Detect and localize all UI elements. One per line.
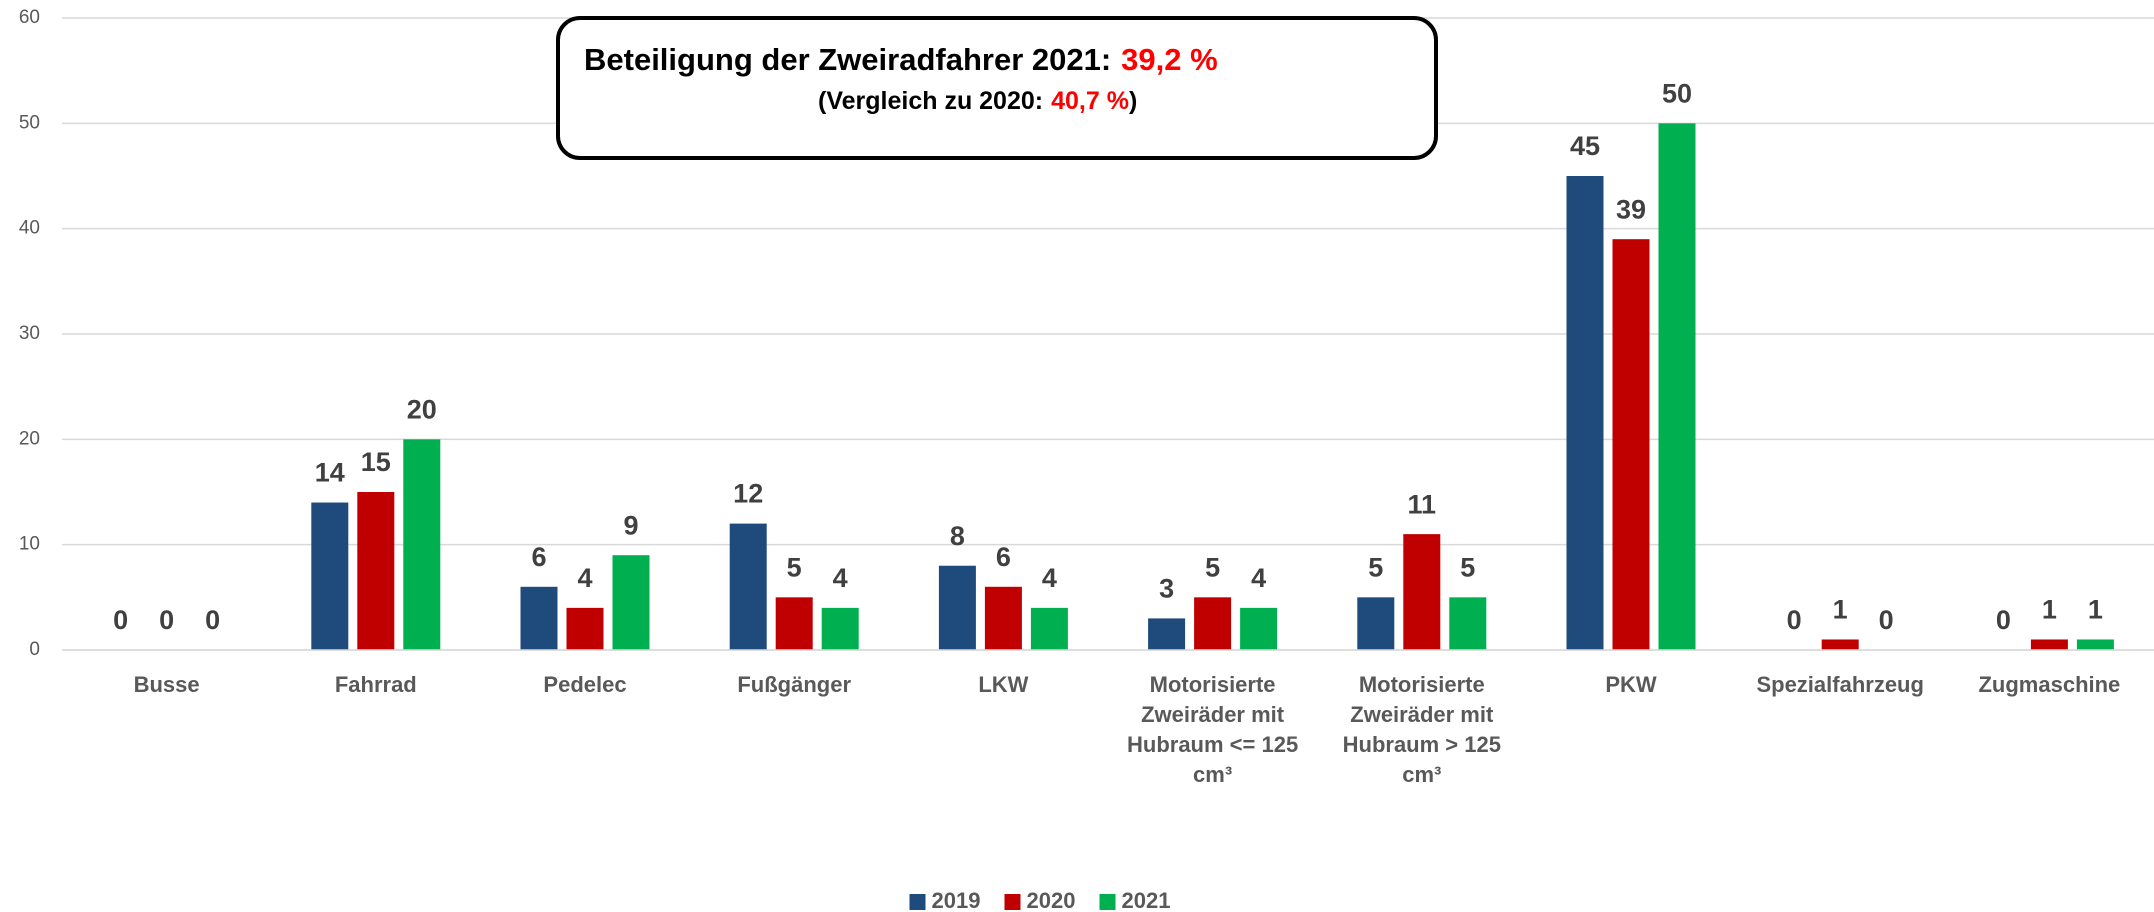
bar (1148, 618, 1186, 650)
bar (984, 586, 1022, 650)
value-label: 3 (1159, 574, 1174, 604)
bar (403, 439, 441, 650)
annotation-line2: (Vergleich zu 2020: 40,7 %) (818, 87, 1137, 115)
value-label: 20 (407, 394, 437, 424)
bar (1449, 597, 1487, 650)
bar (357, 492, 395, 650)
value-label: 14 (315, 458, 345, 488)
x-tick-label: Fußgänger (737, 672, 851, 697)
value-label: 5 (787, 552, 802, 582)
bar (1357, 597, 1395, 650)
bar (1240, 607, 1278, 650)
bar (2030, 639, 2068, 650)
legend-swatch (1004, 894, 1021, 910)
legend-swatch (909, 894, 926, 910)
value-label: 0 (205, 605, 220, 635)
bar (775, 597, 813, 650)
value-label: 1 (1833, 595, 1848, 625)
x-tick-label: Pedelec (543, 672, 626, 697)
legend-swatch (1099, 894, 1116, 910)
bar (520, 586, 558, 650)
bar (1403, 534, 1441, 650)
x-tick-label: LKW (978, 672, 1028, 697)
bar (1821, 639, 1859, 650)
bar (1658, 123, 1696, 651)
x-tick-label: Spezialfahrzeug (1756, 672, 1923, 697)
annotation-text: Beteiligung der Zweiradfahrer 2021: (584, 42, 1111, 77)
value-label: 6 (531, 542, 546, 572)
annotation: Beteiligung der Zweiradfahrer 2021: 39,2 … (556, 16, 1438, 160)
y-tick-label: 20 (19, 428, 40, 449)
value-label: 4 (577, 563, 592, 593)
bar (2076, 639, 2114, 650)
bar (938, 565, 976, 650)
x-tick-label: Motorisierte Zweiräder mit Hubraum <= 125 c… (1127, 672, 1298, 787)
annotation-box (556, 16, 1438, 160)
annotation-text: (Vergleich zu 2020: (818, 87, 1043, 115)
value-label: 0 (1879, 605, 1894, 635)
bar (311, 502, 349, 650)
legend-label: 2019 (932, 888, 981, 912)
x-tick-label: Fahrrad (335, 672, 417, 697)
annotation-text: ) (1129, 87, 1137, 115)
value-label: 0 (113, 605, 128, 635)
annotation-line1: Beteiligung der Zweiradfahrer 2021: 39,2 … (584, 42, 1218, 77)
bar (566, 607, 604, 650)
value-label: 5 (1205, 552, 1220, 582)
y-tick-label: 30 (19, 323, 40, 344)
value-label: 11 (1408, 489, 1437, 519)
y-tick-label: 40 (19, 218, 40, 239)
y-tick-label: 60 (19, 7, 40, 28)
value-label: 12 (733, 479, 763, 509)
x-tick-label: Motorisierte Zweiräder mit Hubraum > 125 cm… (1343, 672, 1501, 787)
value-label: 8 (950, 521, 965, 551)
value-label: 50 (1662, 78, 1692, 108)
bar (1566, 176, 1604, 650)
value-label: 9 (623, 510, 638, 540)
value-label: 5 (1368, 552, 1383, 582)
bar (821, 607, 859, 650)
value-label: 4 (1251, 563, 1266, 593)
y-tick-label: 10 (19, 534, 40, 555)
legend-label: 2021 (1122, 888, 1171, 912)
x-tick-label: Busse (134, 672, 200, 697)
annotation-highlight: 39,2 % (1121, 42, 1218, 77)
x-tick-label: Zugmaschine (1978, 672, 2120, 697)
value-label: 39 (1616, 194, 1646, 224)
y-tick-label: 50 (19, 112, 40, 133)
value-label: 4 (833, 563, 848, 593)
value-label: 45 (1570, 131, 1600, 161)
bar (729, 523, 767, 650)
value-label: 5 (1460, 552, 1475, 582)
legend-label: 2020 (1027, 888, 1076, 912)
value-label: 6 (996, 542, 1011, 572)
value-label: 0 (1787, 605, 1802, 635)
bar (1194, 597, 1232, 650)
annotation-highlight: 40,7 % (1051, 87, 1129, 115)
bar (1612, 239, 1650, 650)
value-label: 1 (2088, 595, 2103, 625)
value-label: 1 (2042, 595, 2057, 625)
value-label: 15 (361, 447, 391, 477)
y-tick-label: 0 (29, 639, 40, 660)
value-label: 4 (1042, 563, 1057, 593)
x-tick-label: PKW (1605, 672, 1657, 697)
bar (612, 555, 650, 650)
value-label: 0 (1996, 605, 2011, 635)
value-label: 0 (159, 605, 174, 635)
bar (1030, 607, 1068, 650)
